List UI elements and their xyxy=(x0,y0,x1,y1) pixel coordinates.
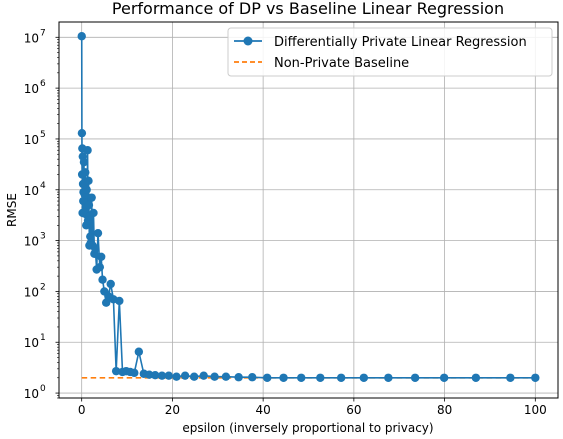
dp-data-point xyxy=(150,370,160,380)
y-tick-label: 10 xyxy=(24,235,39,249)
y-tick-label: 10 xyxy=(24,285,39,299)
dp-data-point xyxy=(471,373,481,382)
x-tick-label: 40 xyxy=(255,403,270,417)
legend-swatch-dp-marker xyxy=(243,36,253,46)
y-tick-base: 10 xyxy=(24,133,39,147)
legend-item-baseline: Non-Private Baseline xyxy=(234,56,409,71)
x-tick-label: 80 xyxy=(437,403,452,417)
y-tick-exponent: 0 xyxy=(40,384,46,394)
y-tick-base: 10 xyxy=(24,285,39,299)
dp-data-point xyxy=(98,275,107,284)
dp-data-point xyxy=(172,372,181,381)
x-axis-label: epsilon (inversely proportional to priva… xyxy=(182,421,433,435)
plot-frame xyxy=(58,21,559,399)
x-tick-label: 60 xyxy=(346,403,361,417)
grid-lines xyxy=(59,22,558,398)
dp-data-point xyxy=(157,371,167,380)
dp-data-point xyxy=(86,232,95,241)
dp-data-point xyxy=(210,372,219,381)
dp-data-point xyxy=(410,373,420,382)
dp-data-point xyxy=(77,128,87,138)
y-tick-exponent: 2 xyxy=(40,282,46,292)
dp-data-point xyxy=(316,373,325,382)
dp-series xyxy=(77,32,540,382)
dp-data-point xyxy=(101,298,111,307)
dp-data-point xyxy=(439,373,449,382)
dp-data-point xyxy=(77,32,86,41)
dp-data-point xyxy=(279,373,288,382)
dp-data-point xyxy=(89,208,98,218)
dp-data-point xyxy=(221,372,231,381)
y-tick-base: 10 xyxy=(24,31,39,45)
dp-data-point xyxy=(297,373,306,382)
y-tick-exponent: 7 xyxy=(40,28,46,38)
dp-data-point xyxy=(248,373,257,382)
dp-data-point xyxy=(234,373,243,382)
dp-data-point xyxy=(79,157,89,167)
dp-data-point xyxy=(359,373,369,382)
dp-data-point xyxy=(531,373,540,382)
dp-data-point xyxy=(83,146,92,155)
dp-data-point xyxy=(263,373,272,382)
dp-data-point xyxy=(134,347,144,356)
chart-title: Performance of DP vs Baseline Linear Reg… xyxy=(112,0,504,18)
dp-data-point xyxy=(384,373,393,382)
dp-data-point xyxy=(164,371,173,380)
dp-data-point xyxy=(81,168,90,177)
y-tick-base: 10 xyxy=(24,387,39,401)
legend-label-dp: Differentially Private Linear Regression xyxy=(274,35,527,50)
dp-data-point xyxy=(130,368,139,378)
dp-data-point xyxy=(180,371,190,380)
dp-data-point xyxy=(84,200,94,210)
dp-data-point xyxy=(96,252,106,262)
y-tick-label: 10 xyxy=(24,387,39,401)
x-tick-label: 100 xyxy=(524,403,547,417)
legend-label-baseline: Non-Private Baseline xyxy=(274,56,409,71)
y-tick-exponent: 5 xyxy=(40,130,46,140)
dp-data-point xyxy=(336,373,346,382)
x-tick-label: 20 xyxy=(165,403,180,417)
y-tick-exponent: 1 xyxy=(40,333,46,343)
y-tick-label: 10 xyxy=(24,133,39,147)
x-tick-label: 0 xyxy=(78,403,86,417)
dp-data-point xyxy=(91,244,100,253)
y-tick-label: 10 xyxy=(24,31,39,45)
dp-data-point xyxy=(111,366,121,376)
dp-data-point xyxy=(106,279,115,289)
y-tick-label: 10 xyxy=(24,184,39,198)
y-tick-exponent: 3 xyxy=(40,232,46,242)
dp-data-point xyxy=(115,296,124,306)
y-tick-base: 10 xyxy=(24,235,39,249)
y-tick-exponent: 6 xyxy=(40,79,46,89)
y-tick-base: 10 xyxy=(24,184,39,198)
dp-data-point xyxy=(506,373,515,382)
dp-data-point xyxy=(199,371,208,380)
x-axis-ticks: 0 20 40 60 80 100 xyxy=(78,398,547,417)
dp-data-point xyxy=(95,262,105,272)
y-tick-base: 10 xyxy=(24,336,39,350)
dp-data-point xyxy=(82,185,91,194)
dp-data-point xyxy=(189,372,199,381)
dp-series-line xyxy=(80,36,536,379)
legend: Differentially Private Linear Regression… xyxy=(227,27,553,77)
y-axis-label: RMSE xyxy=(5,193,19,227)
y-tick-label: 10 xyxy=(24,336,39,350)
y-tick-exponent: 4 xyxy=(40,181,46,191)
dp-data-point xyxy=(84,176,93,186)
dp-data-point xyxy=(93,228,103,238)
dp-data-point xyxy=(87,193,96,202)
legend-item-dp: Differentially Private Linear Regression xyxy=(234,35,527,50)
y-tick-label: 10 xyxy=(24,82,39,96)
legend-box xyxy=(227,27,553,77)
y-tick-base: 10 xyxy=(24,82,39,96)
